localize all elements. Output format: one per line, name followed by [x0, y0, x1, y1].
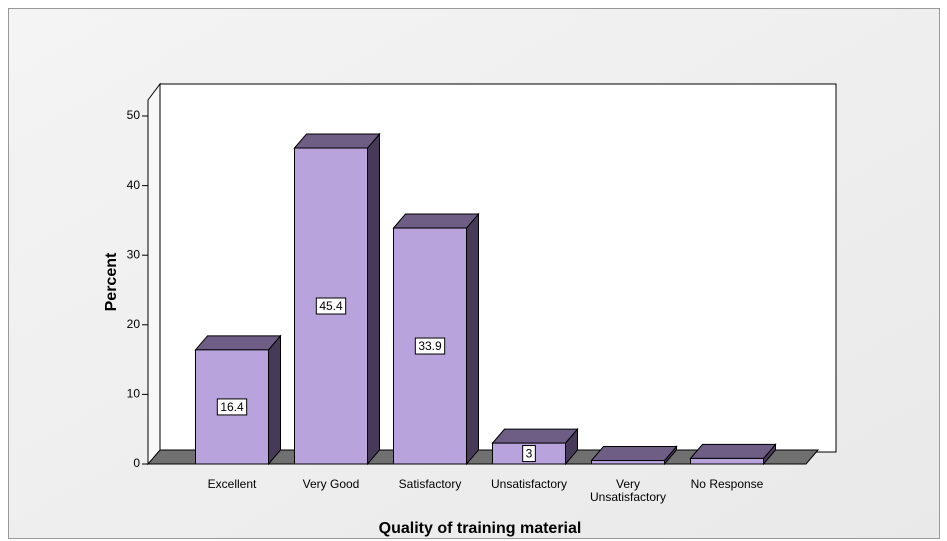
left-wall [147, 82, 161, 466]
y-tick-label: 50 [127, 108, 141, 122]
value-label-box [414, 337, 446, 355]
bar-side [268, 334, 281, 466]
value-label: 3 [526, 447, 533, 461]
value-label-box [216, 398, 248, 416]
bar-top [293, 133, 381, 149]
value-label-box [522, 445, 536, 463]
x-tick-label: Very Good [302, 477, 360, 491]
y-tick-label: 30 [127, 247, 141, 261]
bar-side [367, 132, 380, 466]
bar-top [194, 335, 282, 351]
x-tick-label: Unsatisfactory [490, 477, 568, 491]
x-tick-label: Very Unsatisfactory [589, 477, 667, 504]
y-tick-label: 0 [133, 456, 140, 470]
bar-side [466, 212, 479, 466]
value-label-box [315, 297, 347, 315]
x-tick-label: Satisfactory [398, 477, 462, 491]
y-tick-label: 40 [127, 178, 141, 192]
bar-top [590, 446, 678, 462]
value-label: 16.4 [220, 400, 244, 414]
x-tick-label: No Response [690, 477, 764, 491]
y-axis-title: Percent [103, 252, 120, 311]
bar-top [689, 443, 777, 459]
y-tick-label: 20 [127, 317, 141, 331]
bar-top [392, 213, 480, 229]
value-label: 33.9 [418, 339, 442, 353]
bar [591, 460, 665, 465]
x-tick-label: Excellent [207, 477, 257, 491]
bar-top [491, 428, 579, 444]
x-axis-title: Quality of training material [379, 520, 582, 537]
bar [690, 457, 764, 465]
y-tick-label: 10 [127, 387, 141, 401]
value-label: 45.4 [319, 299, 343, 313]
